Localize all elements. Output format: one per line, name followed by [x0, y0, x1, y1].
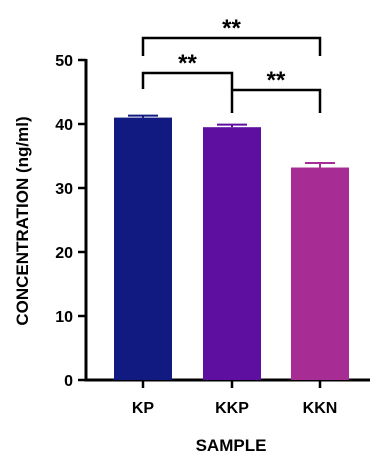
- bars: [114, 117, 349, 380]
- significance-bracket: [141, 71, 234, 89]
- bar-kkp: [203, 127, 261, 380]
- y-tick-label: 50: [55, 53, 73, 70]
- y-tick-label: 30: [55, 181, 73, 198]
- bar-kp: [114, 117, 172, 380]
- y-tick-label: 40: [55, 117, 73, 134]
- significance-label: **: [222, 15, 241, 42]
- bar-kkn: [291, 167, 349, 380]
- x-axis: KP KKP KKN: [84, 378, 370, 417]
- y-axis: 0 10 20 30 40 50: [55, 53, 88, 390]
- significance-label: **: [267, 67, 286, 94]
- y-tick-label: 10: [55, 309, 73, 326]
- y-tick-label: 20: [55, 245, 73, 262]
- x-tick-label: KKN: [303, 400, 338, 417]
- x-axis-title: SAMPLE: [196, 436, 267, 455]
- significance-brackets: ** ** **: [141, 15, 322, 113]
- y-tick-label: 0: [64, 373, 73, 390]
- x-tick-label: KP: [132, 400, 155, 417]
- significance-bracket: [230, 88, 322, 113]
- error-bars: [128, 114, 335, 168]
- x-tick-label: KKP: [215, 400, 249, 417]
- significance-bracket: [141, 36, 322, 56]
- significance-label: **: [178, 50, 197, 77]
- y-axis-title: CONCENTRATION (ng/ml): [13, 116, 32, 325]
